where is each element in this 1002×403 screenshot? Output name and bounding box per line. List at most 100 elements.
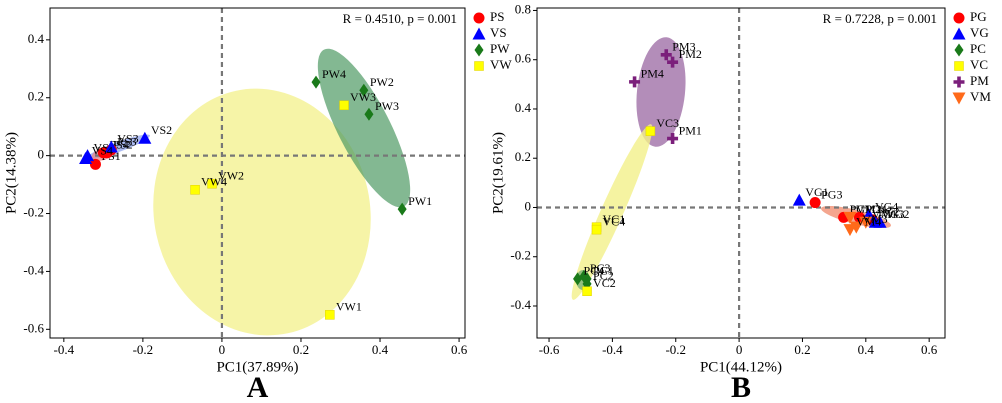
legend-marker: [472, 27, 486, 40]
point: [645, 126, 656, 136]
y-tick-label: 0: [38, 147, 45, 162]
y-tick-label: -0.2: [510, 248, 531, 263]
point-label: VM4: [856, 214, 881, 228]
point: [138, 131, 152, 144]
point-label: PS2: [113, 137, 132, 151]
legend-marker: [474, 43, 484, 57]
legend-label: PG: [970, 9, 987, 24]
legend-label: PS: [490, 9, 504, 24]
point: [667, 56, 679, 68]
point-label: VM3: [862, 212, 887, 226]
point-label: VG4: [875, 200, 898, 214]
point-label: VC1: [603, 212, 626, 226]
legend-label: VW: [490, 57, 512, 72]
y-tick-label: -0.4: [510, 297, 531, 312]
legend-label: VM: [970, 89, 991, 104]
point: [89, 158, 101, 170]
x-tick-label: -0.4: [54, 342, 75, 357]
point-label: VC2: [593, 276, 616, 290]
y-axis-title: PC2(14.38%): [3, 132, 19, 214]
y-tick-label: 0.6: [515, 51, 532, 66]
legend-marker: [474, 61, 484, 71]
x-tick-label: 0.2: [794, 342, 810, 357]
y-tick-label: 0.4: [515, 100, 532, 115]
point-label: VM1: [872, 207, 897, 221]
point-label: PW2: [370, 75, 394, 89]
point: [868, 215, 882, 228]
point-label: VG2: [886, 207, 909, 221]
point: [325, 310, 335, 320]
ellipse: [153, 88, 371, 336]
legend-marker: [954, 43, 964, 57]
y-tick-label: 0.4: [28, 31, 45, 46]
point-label: PG2: [878, 205, 899, 219]
legend-label: VS: [490, 25, 507, 40]
point: [792, 193, 806, 206]
point-label: PC4: [584, 264, 605, 278]
y-tick-label: 0.2: [515, 149, 531, 164]
point: [843, 211, 857, 224]
legend-label: PW: [490, 41, 510, 56]
ellipse: [317, 48, 411, 208]
point-label: PW3: [375, 99, 399, 113]
legend-marker: [473, 12, 485, 24]
point: [629, 76, 641, 88]
point: [573, 272, 583, 286]
plot-frame: [49, 7, 466, 339]
ellipse: [571, 124, 653, 300]
y-tick-label: -0.6: [23, 320, 44, 335]
x-tick-label: 0.4: [372, 342, 389, 357]
annotation: R = 0.7228, p = 0.001: [823, 11, 937, 26]
legend-marker: [954, 61, 964, 71]
point: [339, 100, 349, 111]
point-label: VS3: [117, 132, 138, 146]
point-label: PW4: [322, 67, 346, 81]
point-label: VG1: [805, 185, 828, 199]
legend-marker: [953, 76, 965, 88]
point-label: VW2: [218, 168, 244, 182]
x-tick-label: -0.6: [539, 342, 560, 357]
x-axis-title: PC1(37.89%): [216, 359, 298, 375]
x-tick-label: 0.4: [858, 342, 875, 357]
point: [104, 140, 118, 153]
point-label: VW4: [201, 175, 227, 189]
point: [190, 185, 200, 195]
point-label: PC1: [593, 264, 614, 278]
point-label: PM4: [641, 67, 664, 81]
point: [79, 152, 93, 165]
ellipses: [86, 37, 891, 336]
x-tick-label: 0: [219, 342, 226, 357]
point: [660, 49, 672, 61]
point: [809, 197, 821, 209]
legend-marker: [952, 92, 966, 105]
y-tick-label: -0.4: [23, 262, 44, 277]
point-label: VW1: [336, 300, 362, 314]
x-tick-label: 0.6: [921, 342, 938, 357]
y-axis-title: PC2(19.61%): [490, 132, 506, 214]
x-tick-label: -0.2: [133, 342, 154, 357]
legend-label: PC: [970, 41, 986, 56]
annotation: R = 0.4510, p = 0.001: [343, 11, 457, 26]
point: [667, 133, 679, 145]
point-label: PC3: [590, 261, 611, 275]
y-tick-label: 0.2: [28, 89, 44, 104]
y-tick-label: 0.8: [515, 1, 531, 16]
point-label: PC2: [593, 269, 614, 283]
y-tick-label: -0.2: [23, 205, 44, 220]
point-label: VW3: [350, 90, 376, 104]
point: [359, 83, 369, 97]
x-tick-label: -0.2: [665, 342, 686, 357]
point-label: PM1: [679, 123, 702, 137]
y-tick-label: 0: [525, 198, 532, 213]
legend-label: VC: [970, 57, 988, 72]
legend-marker: [952, 27, 966, 40]
x-tick-label: 0.6: [451, 342, 468, 357]
point-label: VS2: [151, 123, 172, 137]
point: [843, 224, 857, 237]
point-label: PM3: [672, 40, 695, 54]
point: [859, 216, 873, 229]
x-tick-label: 0.2: [293, 342, 309, 357]
point-label: VG3: [881, 207, 904, 221]
point: [364, 107, 374, 121]
point: [207, 178, 217, 189]
